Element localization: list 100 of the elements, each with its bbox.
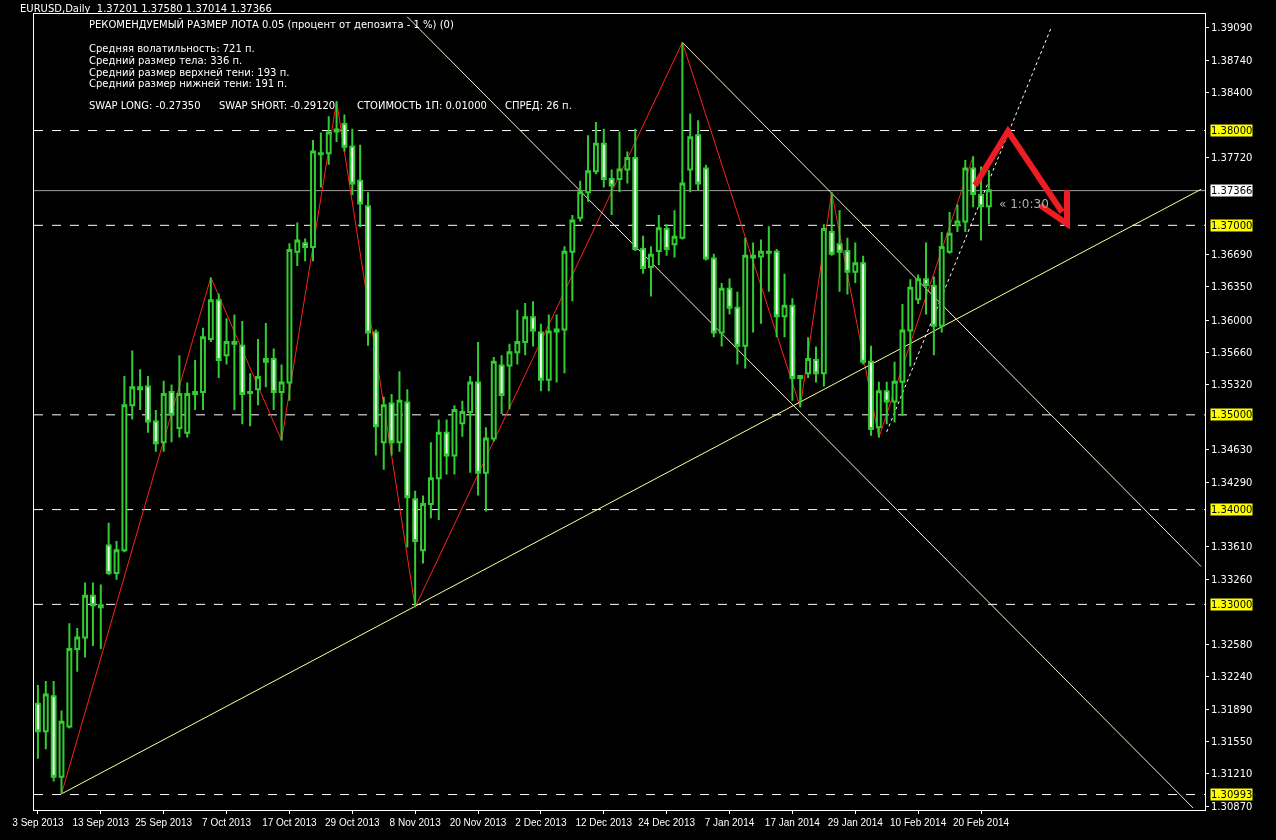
- annotation: SWAP SHORT: -0.29120: [219, 100, 336, 111]
- y-tick-label: 1.38740: [1211, 54, 1253, 66]
- y-tick-label: 1.32240: [1211, 670, 1253, 682]
- x-tick-label: 17 Jan 2014: [764, 817, 821, 828]
- candlestick: [427, 441, 434, 520]
- candlestick: [467, 374, 474, 474]
- candlestick: [506, 342, 513, 411]
- candlestick: [66, 622, 73, 730]
- candlestick: [349, 127, 356, 196]
- y-tick-label: 1.39090: [1211, 21, 1253, 33]
- candlestick: [726, 277, 733, 316]
- candlestick: [875, 380, 882, 439]
- candlestick: [946, 211, 953, 255]
- candlestick: [184, 381, 191, 439]
- candlestick: [577, 179, 584, 223]
- candlestick: [655, 213, 662, 267]
- candlestick: [970, 155, 977, 209]
- y-tick-label: 1.33610: [1211, 541, 1253, 553]
- candlestick: [262, 321, 269, 389]
- x-tick-label: 29 Oct 2013: [325, 817, 380, 828]
- candlestick: [482, 426, 489, 513]
- candlestick: [600, 127, 607, 189]
- candlestick: [852, 241, 859, 285]
- candlestick: [231, 313, 238, 412]
- candlestick: [317, 131, 324, 189]
- y-tick-label: 1.34290: [1211, 476, 1253, 488]
- candlestick: [545, 313, 552, 393]
- annotation: Средний размер нижней тени: 191 п.: [89, 78, 288, 89]
- y-tick-label: 1.31890: [1211, 704, 1253, 716]
- y-tick-label: 1.30870: [1211, 800, 1253, 812]
- annotation: « 1:0:30: [999, 197, 1049, 211]
- candlestick: [789, 297, 796, 402]
- annotation: РЕКОМЕНДУЕМЫЙ РАЗМЕР ЛОТА 0.05 (процент от депозита - 1 %) (0): [89, 18, 454, 30]
- annotation: СТОИМОСТЬ 1П: 0.01000: [357, 100, 487, 111]
- candlestick: [718, 282, 725, 348]
- candlestick: [443, 418, 450, 476]
- x-tick-label: 29 Jan 2014: [827, 817, 884, 828]
- candlestick: [758, 238, 764, 325]
- candlestick: [985, 169, 992, 226]
- candlestick: [207, 276, 214, 343]
- annotation: Средняя волатильность: 721 п.: [89, 43, 255, 54]
- candlestick: [954, 203, 961, 233]
- ref-line-label: 1.37366: [1211, 185, 1253, 196]
- candlestick: [797, 374, 804, 409]
- x-tick-label: 2 Dec 2013: [515, 817, 567, 828]
- y-tick-label: 1.35660: [1211, 346, 1253, 358]
- candlestick: [844, 236, 851, 296]
- candlestick: [671, 209, 678, 259]
- candlestick: [459, 399, 466, 438]
- y-tick-label: 1.36000: [1211, 314, 1253, 326]
- candlestick: [820, 223, 827, 388]
- candlestick: [74, 627, 81, 673]
- candlestick: [160, 379, 167, 453]
- x-tick-label: 17 Oct 2013: [262, 817, 318, 828]
- x-tick-label: 8 Nov 2013: [389, 817, 442, 828]
- y-tick-label: 1.37720: [1211, 151, 1253, 163]
- candlestick: [891, 360, 898, 424]
- candlestick: [215, 292, 222, 379]
- x-tick-label: 20 Nov 2013: [449, 817, 507, 828]
- candlestick: [813, 345, 819, 384]
- candlestick: [325, 115, 332, 166]
- y-tick-label: 1.36690: [1211, 249, 1253, 261]
- candlestick: [561, 245, 568, 375]
- candlestick: [569, 213, 576, 303]
- candlestick: [773, 248, 780, 339]
- candlestick: [129, 349, 136, 421]
- x-tick-label: 12 Dec 2013: [575, 817, 633, 828]
- candlestick: [200, 326, 206, 412]
- candlestick: [420, 494, 426, 565]
- candlestick: [938, 230, 945, 334]
- annotation: SWAP LONG: -0.27350: [89, 100, 201, 111]
- y-tick-label: 1.31210: [1211, 768, 1253, 780]
- candlestick: [176, 354, 183, 439]
- candlestick: [255, 338, 261, 407]
- candlestick: [435, 418, 442, 522]
- y-tick-label: 1.33260: [1211, 574, 1253, 586]
- x-tick-label: 25 Sep 2013: [135, 817, 193, 828]
- y-tick-label: 1.31550: [1211, 736, 1253, 748]
- candlestick: [50, 680, 57, 783]
- candlestick: [907, 278, 914, 368]
- ref-line-label: 1.30993: [1211, 789, 1253, 800]
- candlestick: [380, 395, 387, 471]
- ref-line-label: 1.34000: [1211, 504, 1253, 515]
- candlestick: [137, 368, 144, 412]
- candlestick: [750, 241, 757, 334]
- candlestick: [302, 237, 309, 263]
- x-tick-label: 10 Feb 2014: [890, 817, 947, 828]
- candlestick: [522, 302, 529, 357]
- candlestick: [616, 130, 623, 194]
- candlestick: [805, 336, 812, 379]
- candlestick: [930, 275, 937, 357]
- x-tick-label: 13 Sep 2013: [72, 817, 130, 828]
- candlestick: [490, 356, 497, 443]
- candlestick: [765, 225, 772, 293]
- y-tick-label: 1.35320: [1211, 379, 1253, 391]
- candlestick: [679, 41, 686, 241]
- candlestick: [734, 290, 741, 366]
- candlestick: [537, 322, 544, 393]
- candlestick: [82, 581, 89, 659]
- annotation: Средний размер тела: 336 п.: [89, 55, 243, 66]
